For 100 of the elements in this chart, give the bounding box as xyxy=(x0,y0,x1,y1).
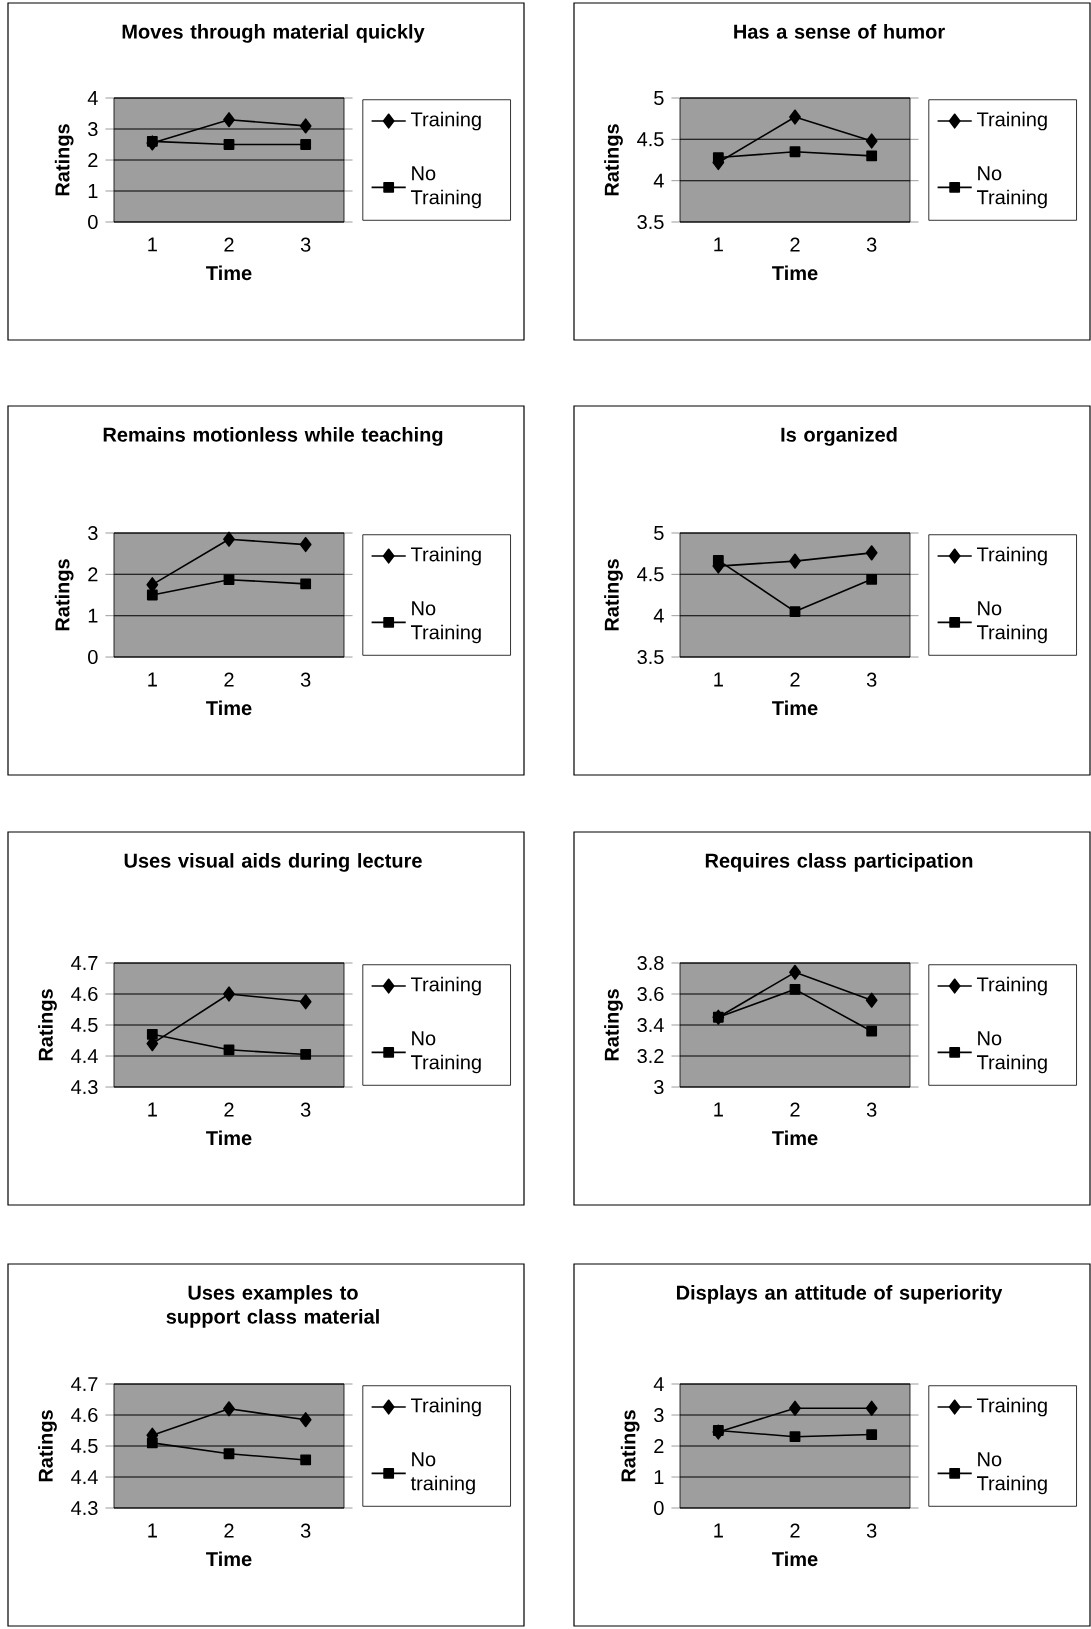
y-axis-title: Ratings xyxy=(54,124,74,196)
y-tick-label: 4.5 xyxy=(637,567,664,582)
y-tick-label: 0 xyxy=(88,214,98,230)
y-tick-label: 4.6 xyxy=(71,986,98,1002)
x-axis-title: Time xyxy=(206,265,252,281)
x-tick-label: 2 xyxy=(790,1523,800,1538)
x-tick-label: 3 xyxy=(300,1102,311,1117)
y-axis-title: Ratings xyxy=(38,989,57,1061)
chart-title: Remains motionless while teaching xyxy=(103,427,443,446)
y-tick-label: 4 xyxy=(653,173,664,188)
legend-label: Training xyxy=(410,1397,481,1417)
y-tick-label: 0 xyxy=(654,1500,664,1516)
y-tick-label: 4.6 xyxy=(71,1407,98,1423)
x-tick-label: 3 xyxy=(300,672,311,687)
y-tick-label: 3.4 xyxy=(637,1017,664,1033)
x-axis-title: Time xyxy=(206,700,252,716)
x-tick-label: 2 xyxy=(790,672,800,687)
legend-label: No Training xyxy=(976,166,1047,209)
y-tick-label: 3 xyxy=(88,121,98,137)
x-tick-label: 2 xyxy=(224,237,234,252)
y-tick-label: 3.5 xyxy=(637,649,664,665)
y-tick-label: 1 xyxy=(88,184,98,198)
y-tick-label: 4.5 xyxy=(71,1439,98,1453)
x-tick-label: 2 xyxy=(224,1102,234,1117)
x-tick-label: 3 xyxy=(866,672,877,687)
y-tick-label: 4.3 xyxy=(71,1079,98,1095)
y-tick-label: 4.4 xyxy=(71,1470,98,1484)
y-tick-label: 3 xyxy=(654,1407,664,1423)
legend-label: No Training xyxy=(410,1031,481,1074)
legend-label: Training xyxy=(976,111,1047,131)
y-axis-title: Ratings xyxy=(604,559,623,631)
chart-title: Has a sense of humor xyxy=(734,24,945,39)
y-axis-title: Ratings xyxy=(604,124,623,196)
legend-label: Training xyxy=(976,546,1047,566)
y-tick-label: 4.7 xyxy=(71,1377,98,1391)
x-tick-label: 1 xyxy=(714,672,723,687)
x-tick-label: 1 xyxy=(714,1102,723,1117)
legend-label: Training xyxy=(410,111,481,131)
x-axis-title: Time xyxy=(772,265,818,281)
legend-label: Training xyxy=(410,546,481,566)
y-tick-label: 3.5 xyxy=(637,214,664,230)
chart-title: Requires class participation xyxy=(705,853,973,872)
legend-label: No training xyxy=(410,1452,475,1495)
legend-label: No Training xyxy=(410,166,481,209)
chart-title: Uses examples to support class material xyxy=(166,1285,379,1328)
x-axis-title: Time xyxy=(206,1551,252,1567)
y-tick-label: 0 xyxy=(88,649,98,665)
x-tick-label: 3 xyxy=(866,1102,877,1117)
legend-label: No Training xyxy=(976,1031,1047,1074)
y-tick-label: 4.4 xyxy=(71,1049,98,1063)
legend-label: Training xyxy=(976,976,1047,996)
legend-label: Training xyxy=(410,976,481,996)
y-tick-label: 5 xyxy=(654,526,664,540)
y-tick-label: 3.6 xyxy=(637,986,664,1002)
chart-title: Moves through material quickly xyxy=(122,24,425,43)
y-tick-label: 3.2 xyxy=(637,1048,664,1064)
y-tick-label: 4.3 xyxy=(71,1500,98,1516)
x-tick-label: 3 xyxy=(866,237,877,252)
x-axis-title: Time xyxy=(772,1551,818,1567)
chart-title: Is organized xyxy=(781,427,897,446)
legend-label: Training xyxy=(976,1397,1047,1417)
y-tick-label: 4 xyxy=(87,91,98,105)
y-axis-title: Ratings xyxy=(620,1410,640,1482)
y-tick-label: 4.7 xyxy=(71,956,98,970)
x-tick-label: 2 xyxy=(790,1102,800,1117)
x-axis-title: Time xyxy=(206,1130,252,1146)
x-axis-title: Time xyxy=(772,1130,818,1146)
y-axis-title: Ratings xyxy=(604,989,623,1061)
x-axis-title: Time xyxy=(772,700,818,716)
y-axis-title: Ratings xyxy=(38,1410,57,1482)
y-tick-label: 4 xyxy=(653,608,664,623)
y-tick-label: 1 xyxy=(88,608,98,623)
y-tick-label: 4 xyxy=(653,1377,664,1391)
y-axis-title: Ratings xyxy=(54,559,74,631)
y-tick-label: 3.8 xyxy=(637,955,664,971)
legend-label: No Training xyxy=(976,601,1047,644)
y-tick-label: 3 xyxy=(654,1079,664,1095)
y-tick-label: 4.5 xyxy=(71,1018,98,1032)
x-tick-label: 3 xyxy=(300,1523,311,1538)
x-tick-label: 2 xyxy=(224,1523,234,1538)
x-tick-label: 2 xyxy=(224,672,234,687)
x-tick-label: 1 xyxy=(714,1523,723,1538)
y-tick-label: 5 xyxy=(654,91,664,105)
chart-title: Uses visual aids during lecture xyxy=(124,853,422,872)
y-tick-label: 4.5 xyxy=(637,132,664,147)
y-tick-label: 2 xyxy=(88,153,98,167)
chart-title: Displays an attitude of superiority xyxy=(676,1285,1003,1304)
x-tick-label: 1 xyxy=(148,672,157,687)
x-tick-label: 1 xyxy=(148,237,157,252)
x-tick-label: 1 xyxy=(148,1102,157,1117)
x-tick-label: 2 xyxy=(790,237,800,252)
y-tick-label: 2 xyxy=(654,1439,664,1453)
x-tick-label: 3 xyxy=(866,1523,877,1538)
legend-label: No Training xyxy=(410,601,481,644)
y-tick-label: 3 xyxy=(88,525,98,541)
y-tick-label: 2 xyxy=(88,567,98,582)
y-tick-label: 1 xyxy=(654,1470,664,1484)
x-tick-label: 1 xyxy=(714,237,723,252)
x-tick-label: 1 xyxy=(148,1523,157,1538)
x-tick-label: 3 xyxy=(300,237,311,252)
